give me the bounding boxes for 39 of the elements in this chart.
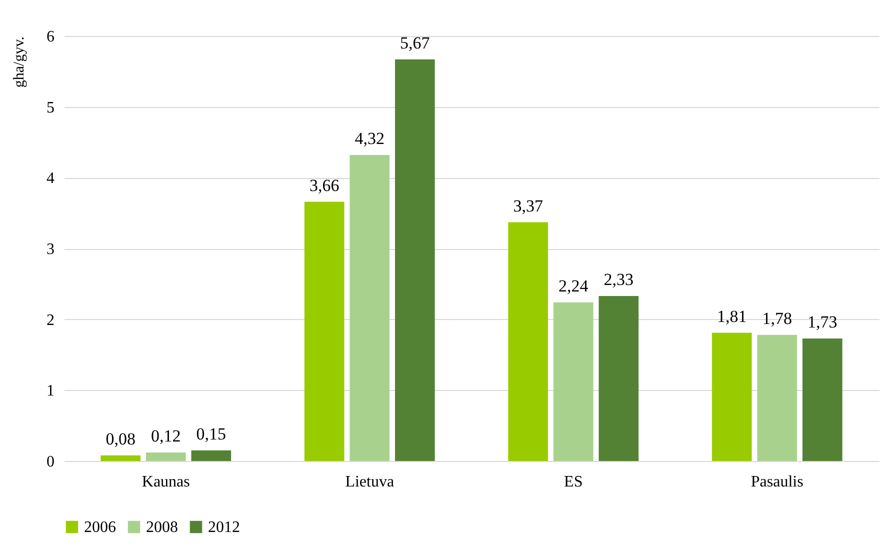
x-tick-label: Pasaulis bbox=[750, 474, 804, 490]
bar bbox=[191, 450, 232, 461]
y-tick-label: 1 bbox=[46, 382, 54, 400]
data-label: 3,37 bbox=[513, 196, 544, 216]
bar bbox=[350, 155, 390, 461]
data-label: 4,32 bbox=[354, 129, 384, 148]
y-tick-label: 4 bbox=[46, 170, 54, 188]
data-label: 1,81 bbox=[716, 306, 747, 326]
bar bbox=[757, 334, 798, 461]
y-tick-label: 0 bbox=[46, 454, 54, 470]
data-label: 2,24 bbox=[558, 276, 589, 296]
y-axis-title: gha/gyv. bbox=[12, 36, 28, 88]
bar bbox=[394, 59, 435, 461]
data-label: 0,08 bbox=[106, 429, 136, 448]
y-tick-label: 3 bbox=[46, 241, 54, 258]
legend-label: 2006 bbox=[84, 519, 116, 536]
bar bbox=[802, 338, 842, 461]
data-label: 0,12 bbox=[151, 426, 181, 446]
bar bbox=[304, 202, 344, 461]
x-tick-label: Lietuva bbox=[345, 474, 394, 490]
y-tick-label: 6 bbox=[46, 28, 54, 46]
bar bbox=[712, 332, 752, 461]
y-tick-label: 5 bbox=[46, 99, 54, 116]
data-label: 5,67 bbox=[400, 33, 430, 52]
bar bbox=[508, 222, 548, 461]
bar bbox=[100, 455, 141, 461]
data-label: 0,15 bbox=[196, 424, 226, 444]
bar bbox=[146, 452, 186, 461]
x-tick-label: Kaunas bbox=[142, 474, 190, 490]
data-label: 1,78 bbox=[762, 308, 792, 328]
data-label: 3,66 bbox=[309, 176, 340, 195]
legend-label: 2012 bbox=[208, 519, 240, 536]
bar bbox=[598, 296, 639, 461]
bar bbox=[553, 302, 594, 461]
y-tick-label: 2 bbox=[46, 312, 54, 329]
legend-label: 2008 bbox=[146, 519, 178, 536]
data-label: 1,73 bbox=[808, 312, 838, 332]
data-label: 2,33 bbox=[604, 270, 634, 289]
x-tick-label: ES bbox=[564, 474, 583, 490]
